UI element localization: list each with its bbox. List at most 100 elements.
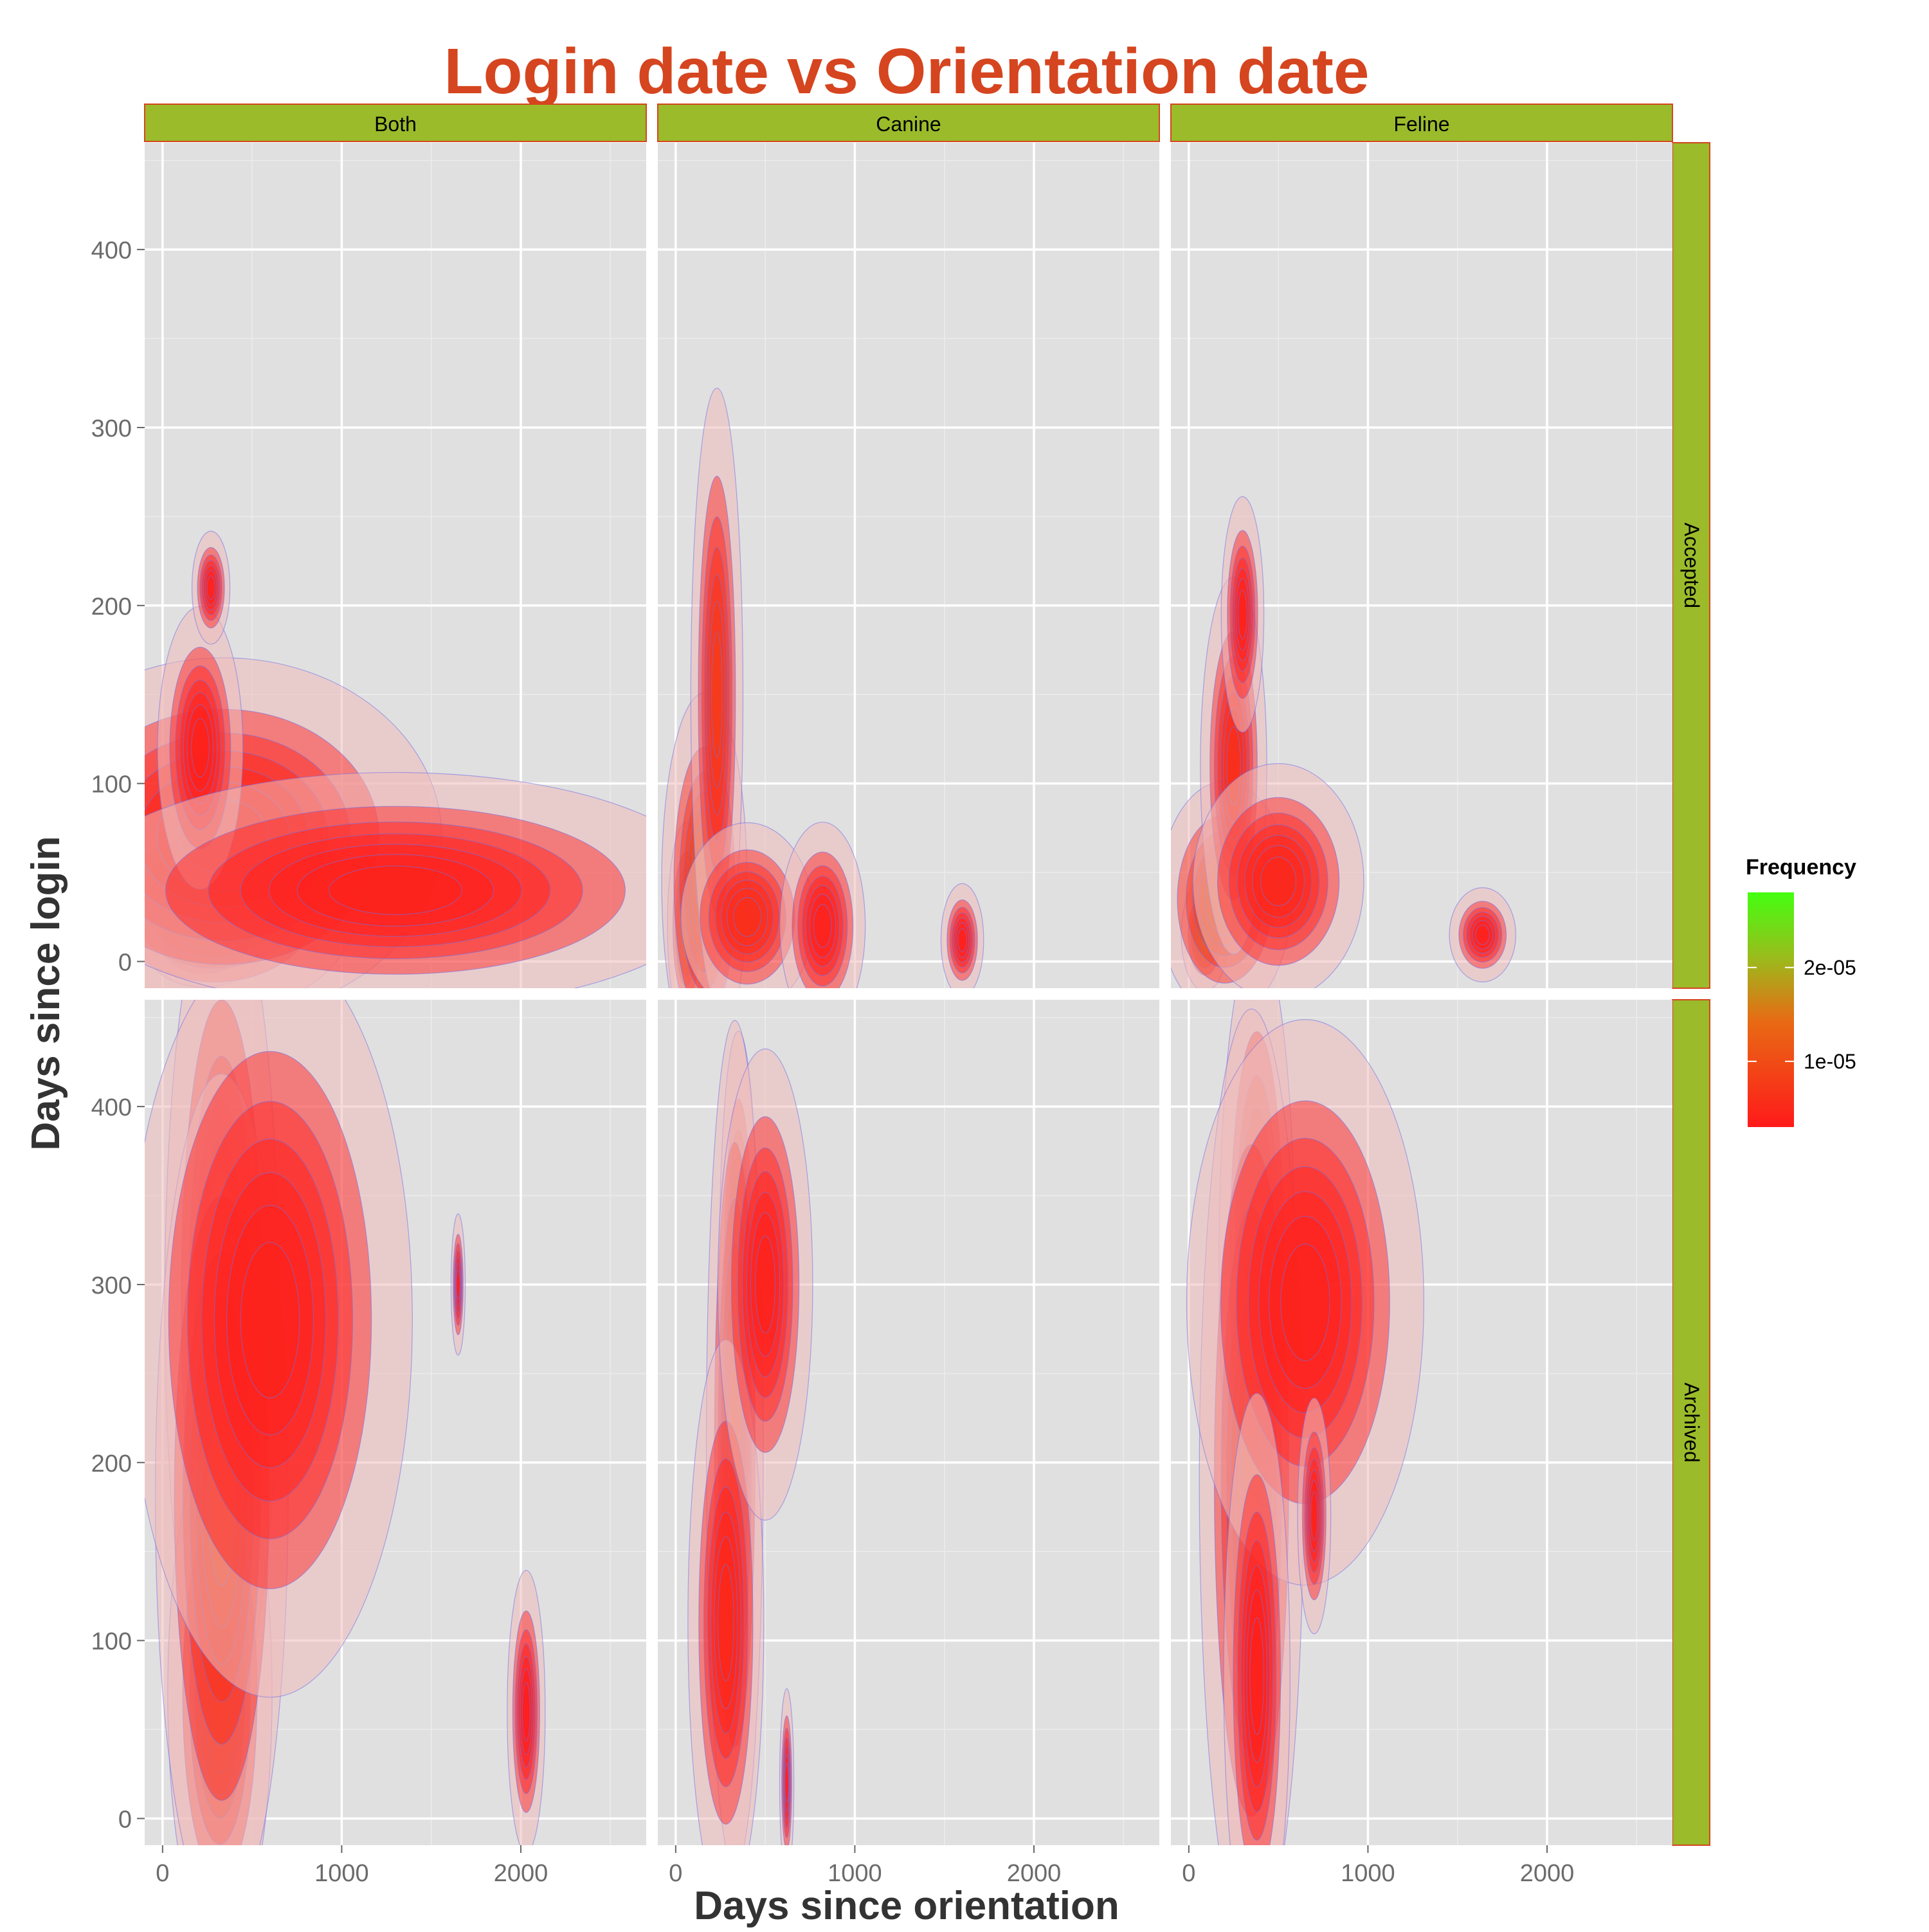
density-contour xyxy=(1252,845,1305,918)
density-contour xyxy=(755,1235,775,1334)
density-contour xyxy=(514,1629,538,1794)
density-contour xyxy=(742,1171,789,1398)
density-contour xyxy=(1258,1191,1352,1414)
density-contour xyxy=(518,1656,534,1768)
density-contour xyxy=(1310,1491,1318,1541)
legend-tick-label: 2e-05 xyxy=(1804,956,1856,979)
facet-label-both: Both xyxy=(374,113,417,136)
density-contour xyxy=(953,917,972,963)
density-contour xyxy=(1236,824,1320,939)
density-contour xyxy=(1260,856,1297,907)
density-contour xyxy=(240,833,551,948)
density-contour xyxy=(208,821,583,959)
panel-canine-accepted xyxy=(658,143,1159,988)
density-contour xyxy=(1223,1393,1291,1845)
density-contour xyxy=(1227,530,1258,699)
panel-canine-archived: 0 1000 2000 xyxy=(658,1000,1159,1887)
density-contour xyxy=(165,806,626,975)
density-contour xyxy=(1304,1447,1325,1585)
panel-feline-archived: 0 1000 2000 xyxy=(1171,1000,1672,1887)
density-contour xyxy=(1301,1431,1327,1601)
facet-strip-accepted xyxy=(1672,142,1710,989)
density-contour xyxy=(1280,1243,1330,1361)
panels-layer: Both Canine Feline Accepted Archived 0 100 200 3… xyxy=(91,104,1710,1887)
y-tick-label: 400 xyxy=(91,1094,132,1121)
density-contour xyxy=(1237,590,1247,640)
density-contour xyxy=(516,1643,536,1780)
density-contour xyxy=(703,1458,748,1787)
density-contour xyxy=(201,560,221,615)
facet-strip-both xyxy=(144,104,647,142)
x-tick-label: 0 xyxy=(156,1860,169,1887)
density-contour xyxy=(1305,1459,1323,1573)
density-contour xyxy=(1231,557,1253,672)
density-contour xyxy=(1463,907,1503,963)
density-layer xyxy=(687,1020,813,1845)
density-contour xyxy=(721,880,774,955)
density-contour xyxy=(1233,1474,1281,1845)
density-contour xyxy=(203,565,219,611)
density-contour xyxy=(168,1051,372,1589)
x-tick-label: 1000 xyxy=(828,1860,882,1887)
x-tick-label: 1000 xyxy=(314,1860,369,1887)
chart-title: Login date vs Orientation date xyxy=(444,35,1369,107)
density-contour xyxy=(186,1101,354,1540)
density-contour xyxy=(328,865,463,916)
panel-both-archived: 0 100 200 300 400 0 1000 2000 xyxy=(91,1000,646,1887)
density-contour xyxy=(1246,1589,1268,1763)
facet-label-accepted: Accepted xyxy=(1680,523,1703,608)
y-tick-label: 0 xyxy=(118,949,132,976)
density-contour xyxy=(733,897,762,937)
facet-label-feline: Feline xyxy=(1393,113,1449,136)
density-contour xyxy=(714,1536,738,1710)
legend-title: Frequency xyxy=(1746,855,1856,880)
y-tick-label: 200 xyxy=(91,1450,132,1477)
density-layer xyxy=(145,1000,546,1845)
panel-feline-accepted xyxy=(1171,143,1672,988)
x-tick-label: 0 xyxy=(1182,1860,1195,1887)
density-contour xyxy=(730,1116,800,1453)
x-tick-label: 2000 xyxy=(494,1860,548,1887)
density-contour xyxy=(1244,835,1312,928)
y-tick-label: 400 xyxy=(91,237,132,264)
legend-tick-label: 1e-05 xyxy=(1804,1050,1856,1073)
y-tick-label: 300 xyxy=(91,415,132,442)
density-contour xyxy=(750,1212,781,1357)
x-tick-label: 2000 xyxy=(1520,1860,1575,1887)
density-contour xyxy=(240,1241,300,1398)
density-contour xyxy=(698,1420,754,1825)
x-axis-label: Days since orientation xyxy=(694,1884,1119,1928)
density-contour xyxy=(746,1191,784,1378)
density-contour xyxy=(1249,1617,1264,1735)
density-contour xyxy=(455,1269,461,1300)
density-contour xyxy=(199,554,222,621)
density-contour xyxy=(512,1611,540,1813)
facet-strip-archived xyxy=(1672,999,1710,1846)
density-layer xyxy=(661,388,984,988)
y-tick-label: 200 xyxy=(91,593,132,620)
density-contour xyxy=(718,1564,734,1682)
density-contour xyxy=(711,1512,741,1734)
density-contour xyxy=(727,888,768,946)
density-contour xyxy=(296,854,494,927)
density-contour xyxy=(269,844,522,937)
density-layer xyxy=(1186,1000,1424,1845)
legend-ticks: 1e-05 2e-05 xyxy=(1748,956,1856,1073)
panel-both-accepted: 0 100 200 300 400 xyxy=(91,143,646,988)
y-axis-label: Days since login xyxy=(24,836,68,1150)
density-layer xyxy=(1171,496,1516,988)
x-tick-label: 1000 xyxy=(1341,1860,1395,1887)
density-contour xyxy=(145,772,646,988)
density-contour xyxy=(946,899,978,981)
density-contour xyxy=(191,718,210,778)
density-contour xyxy=(1217,797,1340,966)
density-contour xyxy=(1228,812,1328,950)
density-contour xyxy=(813,904,832,948)
density-contour xyxy=(952,912,974,968)
legend: Frequency 1e-05 2e-05 xyxy=(1746,855,1856,1127)
density-contour xyxy=(949,907,975,973)
x-tick-label: 0 xyxy=(669,1860,682,1887)
y-tick-label: 0 xyxy=(118,1806,132,1833)
